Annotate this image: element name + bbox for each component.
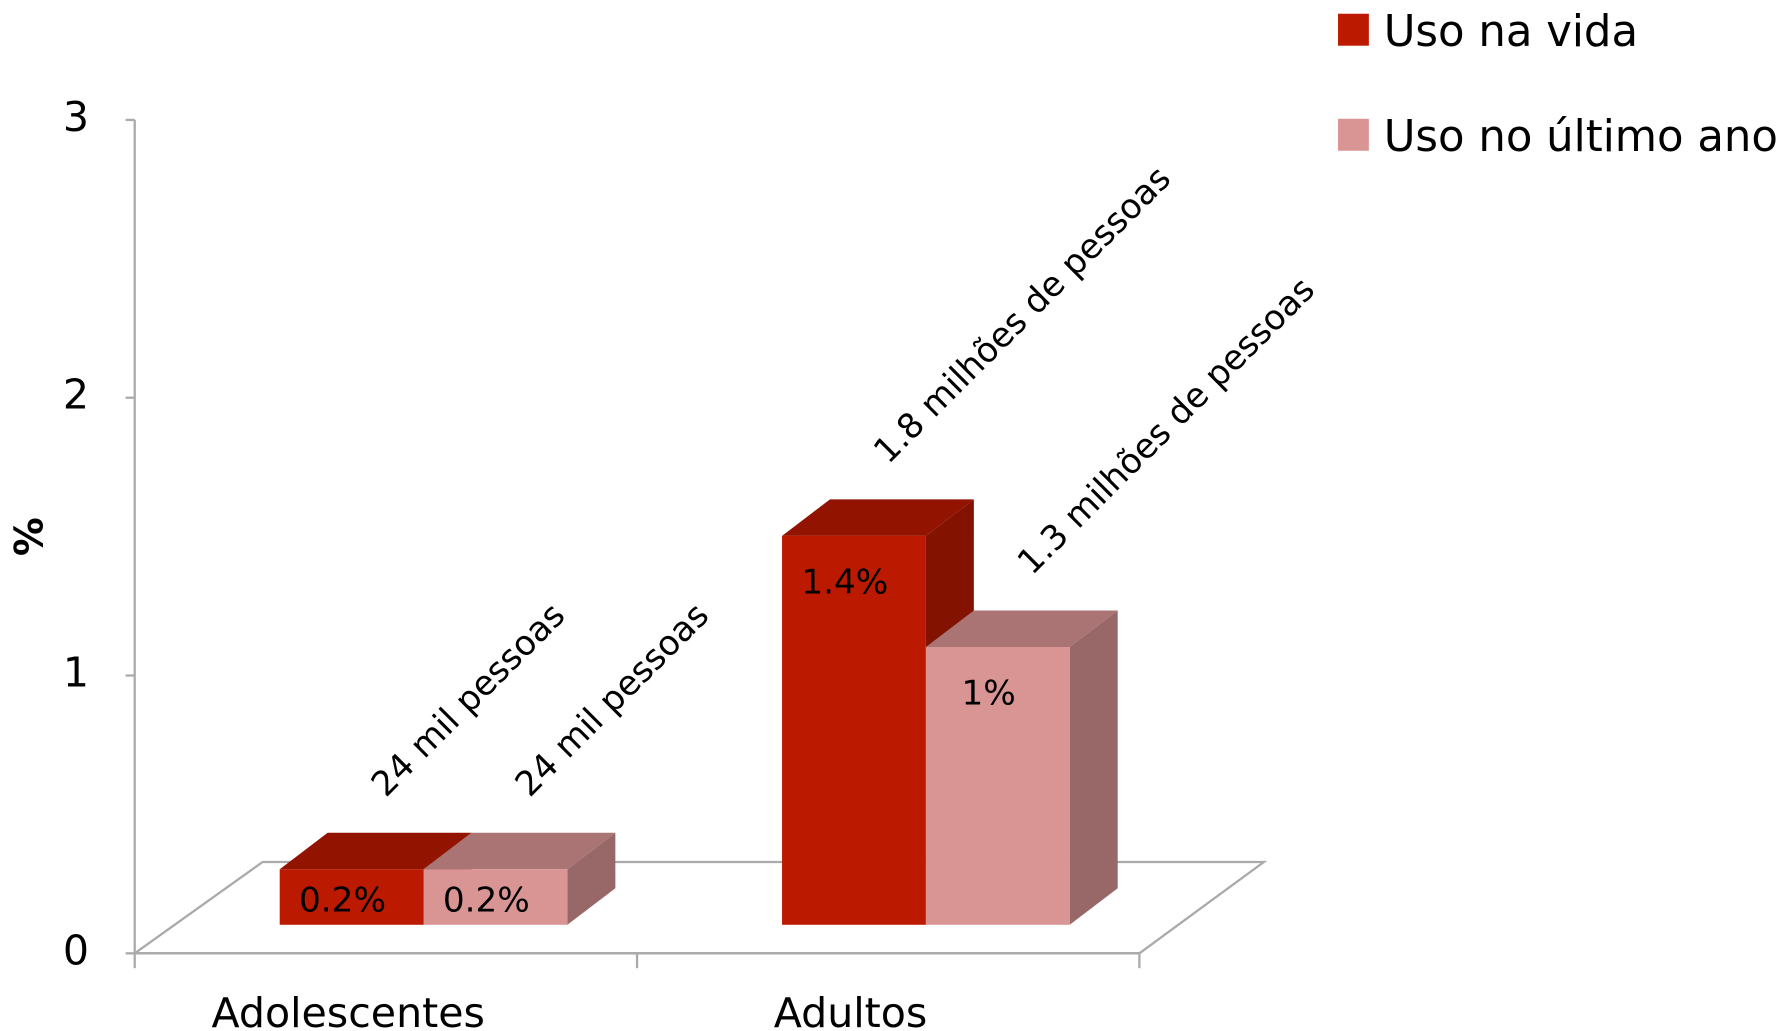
bar [782,535,926,925]
x-tick-label: Adolescentes [211,989,484,1031]
bar-top [423,832,616,870]
y-tick-label: 0 [63,926,89,974]
bar-top [782,499,974,536]
value-label: 1.4% [801,562,888,602]
bar [423,869,568,925]
y-tick-label: 3 [63,93,89,141]
value-label: 1% [962,673,1016,713]
legend-swatch [1338,13,1369,46]
y-tick-label: 1 [63,649,89,697]
annotation: 1.3 milhões de pessoas [1010,270,1323,583]
y-axis-label: % [7,517,52,556]
bar-side [1069,610,1118,925]
legend-label: Uso no último ano [1384,112,1778,162]
bar [279,869,424,925]
annotation: 1.8 milhões de pessoas [866,159,1179,472]
bar [925,646,1070,925]
value-label: 0.2% [299,880,386,920]
bar-top [279,832,472,870]
bar-top [925,610,1118,647]
y-tick-label: 2 [63,371,89,419]
legend-label: Uso na vida [1384,7,1638,57]
bar-side [567,832,616,925]
legend-swatch [1338,118,1369,151]
value-label: 0.2% [443,880,530,920]
x-tick-label: Adultos [774,989,928,1031]
